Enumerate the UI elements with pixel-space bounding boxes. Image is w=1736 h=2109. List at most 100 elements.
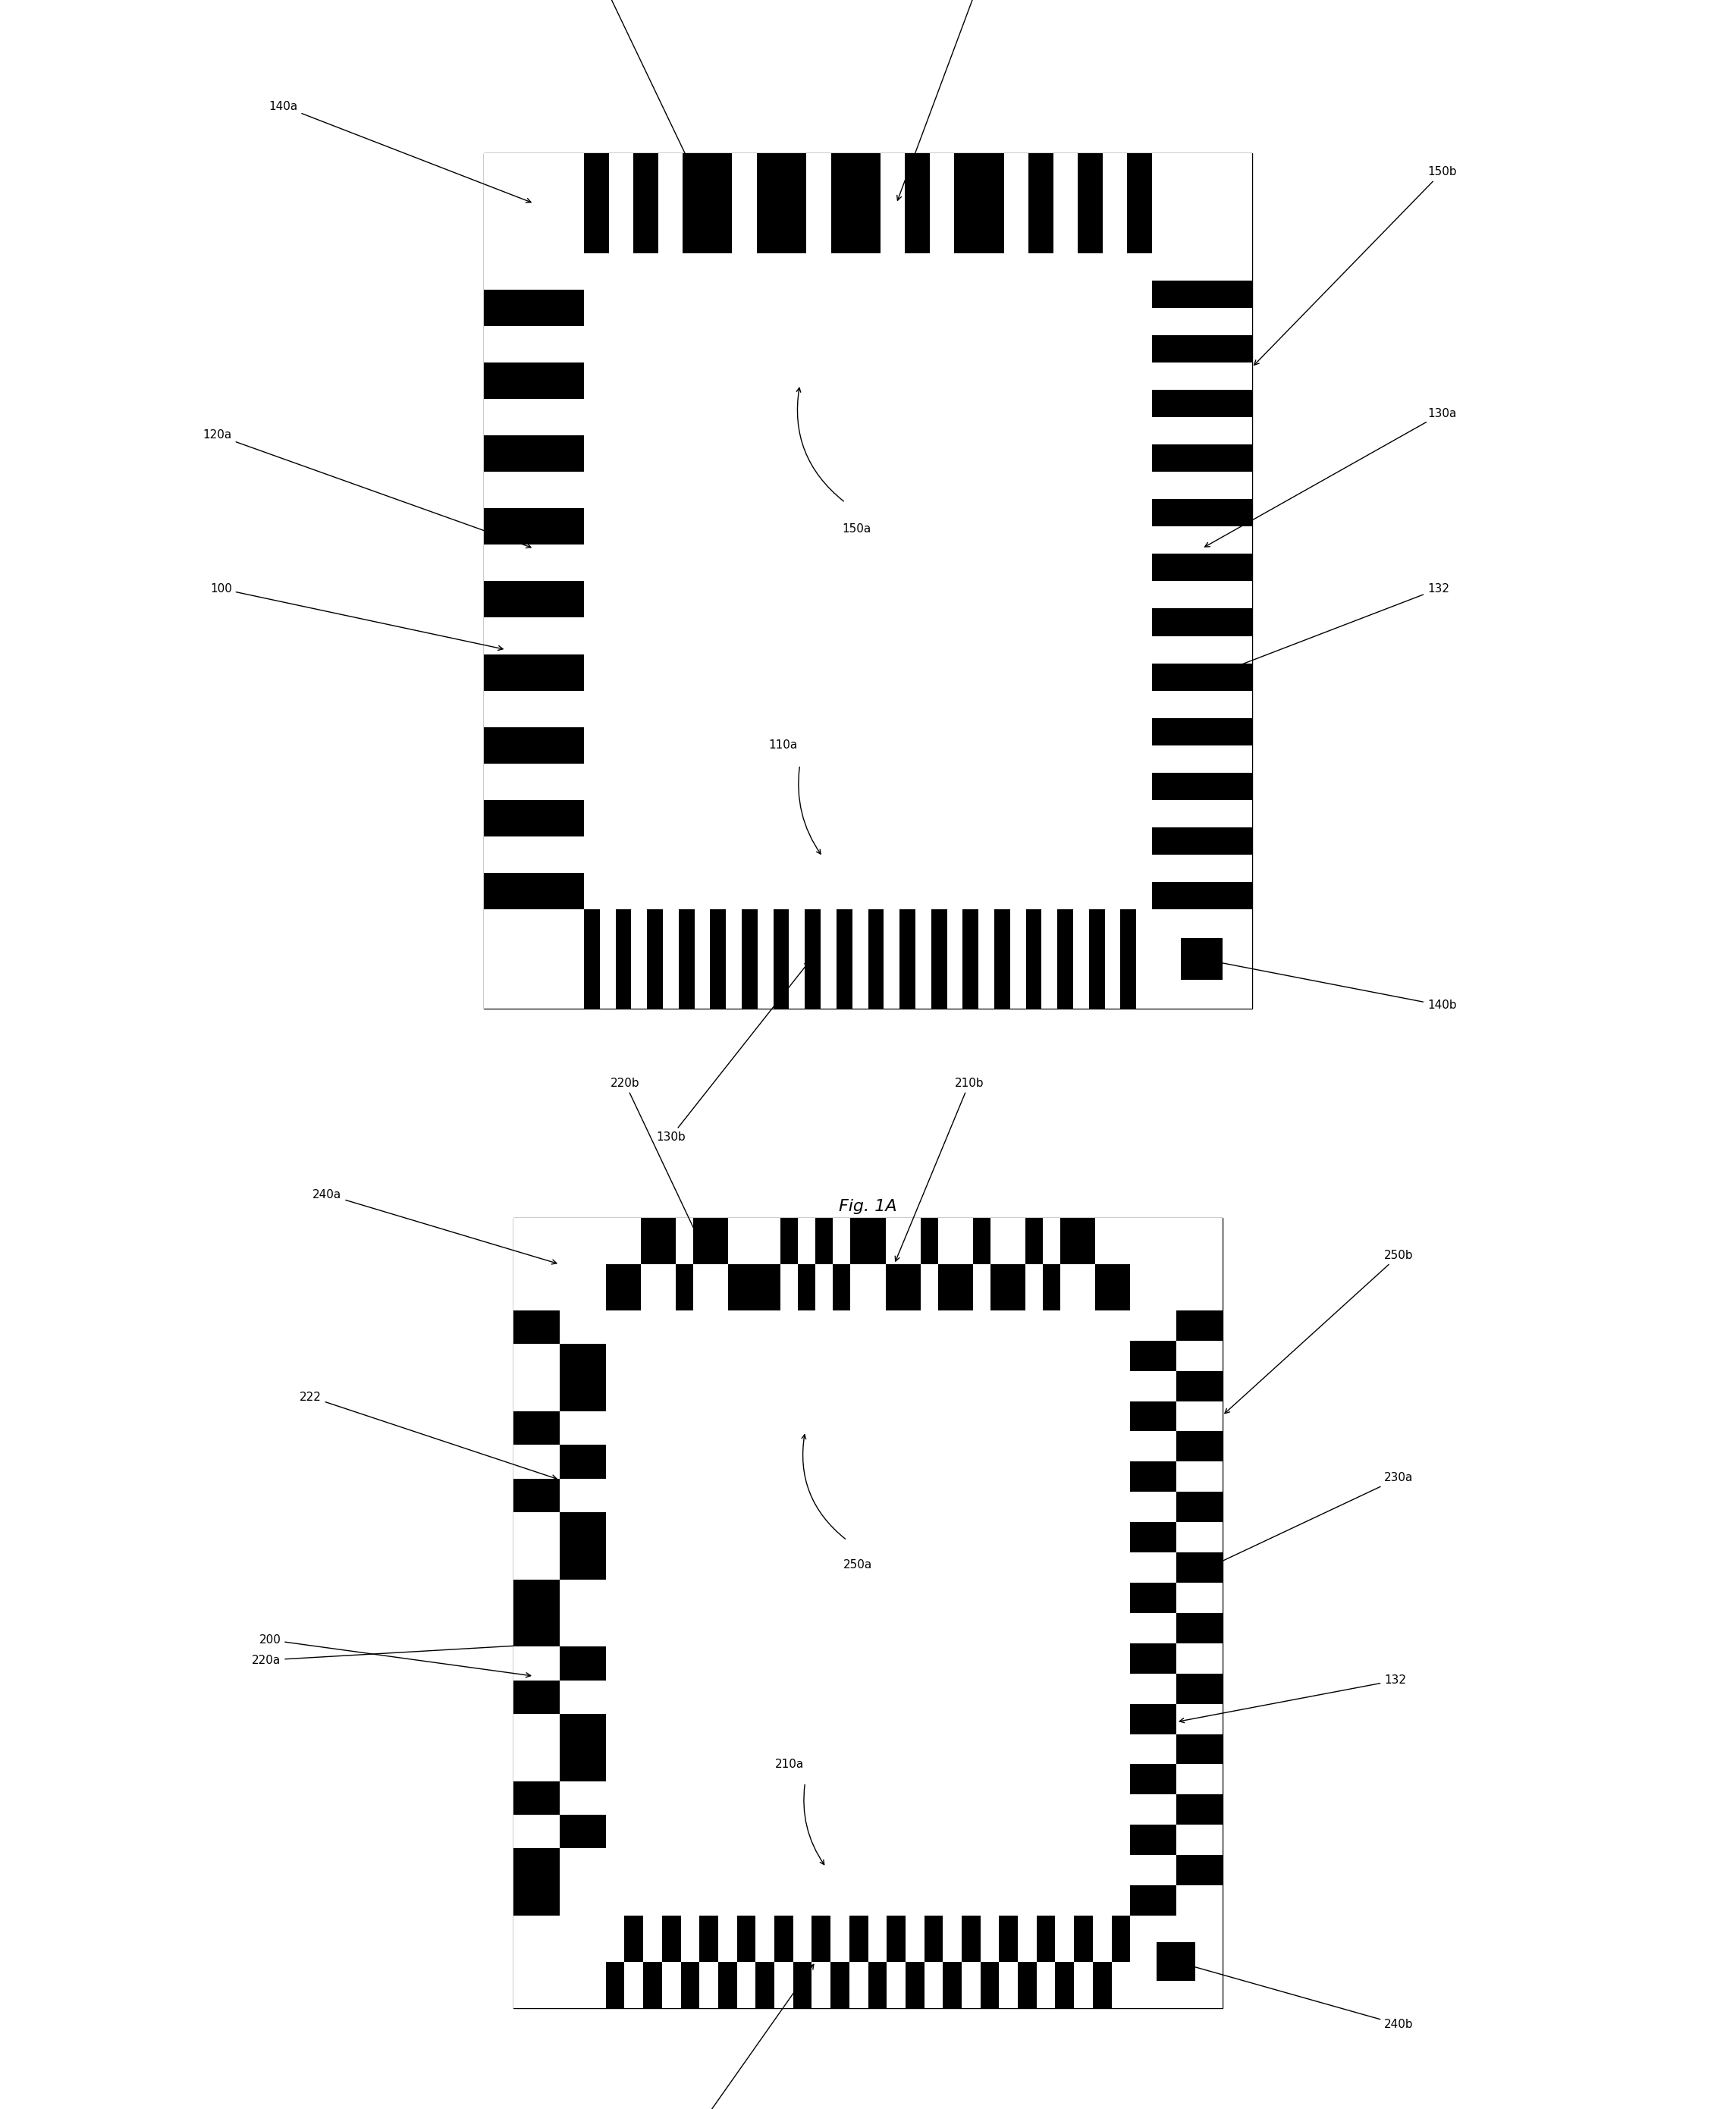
Bar — [616, 909, 632, 1008]
Bar — [1130, 1582, 1177, 1613]
Bar — [812, 1961, 830, 2008]
Bar — [736, 1915, 755, 1961]
Bar — [746, 1263, 764, 1310]
Bar — [606, 1915, 1130, 2008]
Bar — [514, 1343, 559, 1377]
Bar — [781, 154, 806, 253]
Bar — [1000, 1961, 1017, 2008]
Bar — [781, 1219, 799, 1310]
Bar — [661, 1961, 681, 2008]
Bar — [1130, 1675, 1177, 1704]
Bar — [700, 1961, 719, 2008]
Bar — [514, 1310, 606, 1915]
Bar — [1130, 1310, 1222, 1915]
Bar — [710, 1219, 727, 1263]
Bar — [979, 154, 1003, 253]
Bar — [681, 1961, 700, 2008]
Bar — [682, 154, 708, 253]
Bar — [868, 1915, 887, 1961]
Bar — [903, 1263, 920, 1310]
Bar — [924, 1961, 943, 2008]
Bar — [484, 508, 583, 544]
Bar — [868, 1961, 887, 2008]
Bar — [1120, 909, 1137, 1008]
Bar — [1153, 390, 1252, 418]
Bar — [1177, 1341, 1222, 1371]
Bar — [514, 1580, 559, 1613]
Bar — [1078, 1219, 1095, 1263]
Bar — [903, 1219, 920, 1263]
Bar — [1177, 1582, 1222, 1613]
Bar — [1055, 1915, 1075, 1961]
Bar — [830, 1915, 849, 1961]
Bar — [1088, 909, 1104, 1008]
Bar — [1078, 1263, 1095, 1310]
Bar — [1130, 1856, 1177, 1885]
Bar — [559, 1411, 606, 1445]
Bar — [972, 1263, 990, 1310]
Bar — [514, 1512, 606, 1546]
Bar — [1075, 1915, 1092, 1961]
Bar — [833, 1219, 851, 1263]
Bar — [559, 1847, 606, 1881]
Bar — [990, 1263, 1009, 1310]
Bar — [1130, 1915, 1222, 2008]
Bar — [851, 1219, 868, 1310]
Bar — [658, 1219, 675, 1263]
Bar — [1130, 1734, 1177, 1765]
Bar — [1130, 1613, 1177, 1643]
Text: 150a: 150a — [842, 523, 871, 534]
Bar — [1153, 253, 1252, 909]
Bar — [1177, 1523, 1222, 1552]
Bar — [1043, 1263, 1061, 1310]
Bar — [1043, 1219, 1061, 1263]
Bar — [514, 1881, 559, 1915]
Text: 120a: 120a — [203, 430, 531, 548]
Bar — [710, 1219, 727, 1310]
Bar — [559, 1715, 606, 1748]
Bar — [514, 1847, 559, 1881]
Bar — [719, 1915, 736, 1961]
Bar — [675, 1263, 693, 1310]
Bar — [868, 909, 884, 1008]
Bar — [1009, 1263, 1026, 1310]
Bar — [885, 1219, 903, 1263]
Bar — [851, 1219, 868, 1263]
Text: 240b: 240b — [1179, 1961, 1413, 2031]
Bar — [693, 1263, 710, 1310]
Bar — [1078, 1219, 1095, 1310]
Bar — [1177, 1765, 1222, 1795]
Bar — [920, 1219, 937, 1310]
Bar — [906, 1915, 924, 1961]
Bar — [1153, 555, 1252, 582]
Text: 220a: 220a — [252, 1641, 557, 1666]
Bar — [981, 1915, 1000, 1961]
Bar — [812, 1915, 830, 1961]
Text: 140b: 140b — [1205, 957, 1457, 1010]
Bar — [559, 1343, 606, 1377]
Text: 130b: 130b — [656, 962, 809, 1143]
Bar — [1130, 1795, 1177, 1824]
Bar — [1127, 154, 1153, 253]
Text: 220b: 220b — [611, 1078, 710, 1261]
Bar — [641, 1219, 658, 1263]
Bar — [1057, 909, 1073, 1008]
Bar — [559, 1512, 606, 1546]
Bar — [806, 909, 821, 1008]
Bar — [937, 1263, 955, 1310]
Bar — [514, 1881, 559, 1915]
Bar — [816, 1219, 833, 1263]
Text: 210a: 210a — [774, 1759, 804, 1769]
Bar — [962, 1961, 981, 2008]
Bar — [1130, 1400, 1177, 1432]
Bar — [1130, 1552, 1177, 1582]
Bar — [995, 909, 1010, 1008]
Bar — [1177, 1643, 1222, 1675]
Bar — [484, 909, 583, 1008]
Bar — [868, 1263, 885, 1310]
Bar — [816, 1263, 833, 1310]
Bar — [1036, 1915, 1055, 1961]
Bar — [851, 1263, 868, 1310]
Bar — [514, 1715, 559, 1748]
Bar — [887, 1961, 906, 2008]
